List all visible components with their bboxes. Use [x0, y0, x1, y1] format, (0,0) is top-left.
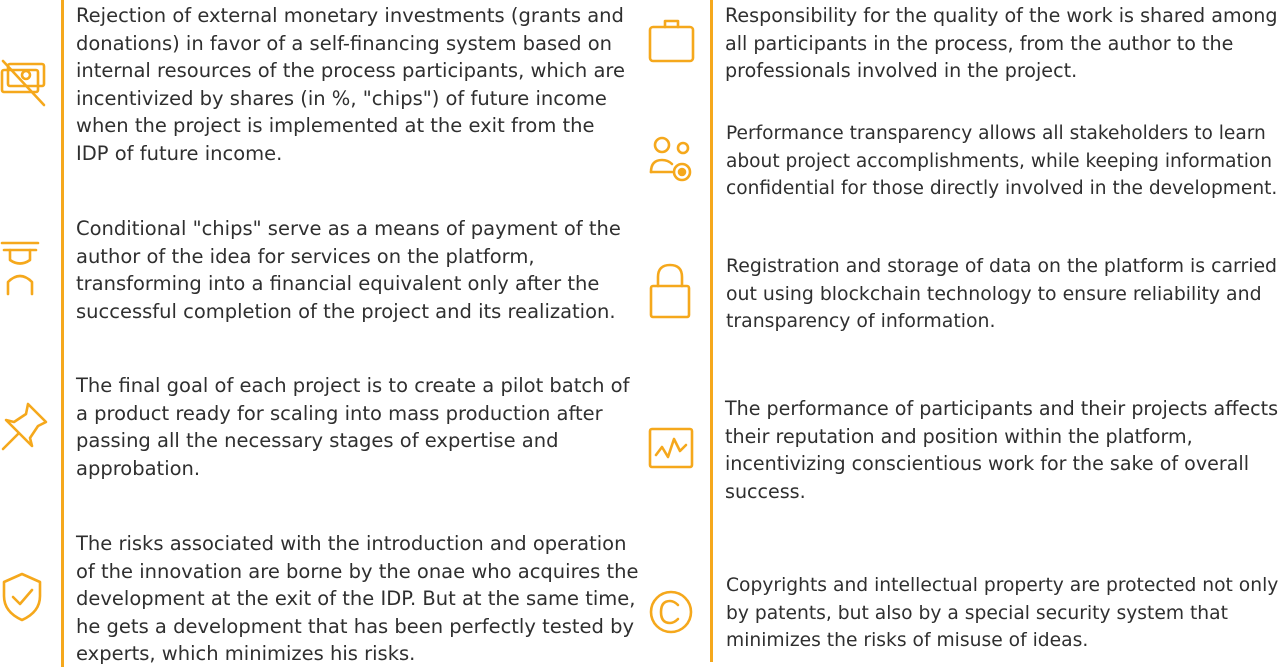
feature-reputation: The performance of participants and thei… — [725, 397, 1279, 503]
shield-check-icon — [0, 572, 44, 622]
feature-self-financing: Rejection of external monetary investmen… — [76, 4, 626, 165]
exchange-icon — [0, 240, 42, 296]
feature-transparency: Performance transparency allows all stak… — [726, 123, 1278, 200]
pin-icon — [0, 400, 50, 452]
feature-risks: The risks associated with the introducti… — [76, 532, 639, 666]
feature-shared-responsibility: Responsibility for the quality of the wo… — [725, 4, 1278, 83]
briefcase-icon — [648, 17, 696, 65]
right-divider-line — [710, 0, 713, 662]
feature-conditional-chips: Conditional "chips" serve as a means of … — [76, 217, 621, 323]
copyright-icon — [648, 589, 694, 635]
lock-icon — [648, 262, 692, 320]
left-divider-line — [61, 0, 64, 667]
feature-final-goal: The final goal of each project is to cre… — [76, 374, 630, 480]
feature-copyright: Copyrights and intellectual property are… — [726, 575, 1279, 652]
no-money-icon — [0, 58, 48, 108]
chart-icon — [648, 427, 694, 471]
feature-blockchain: Registration and storage of data on the … — [726, 255, 1278, 333]
people-eye-icon — [648, 134, 696, 184]
